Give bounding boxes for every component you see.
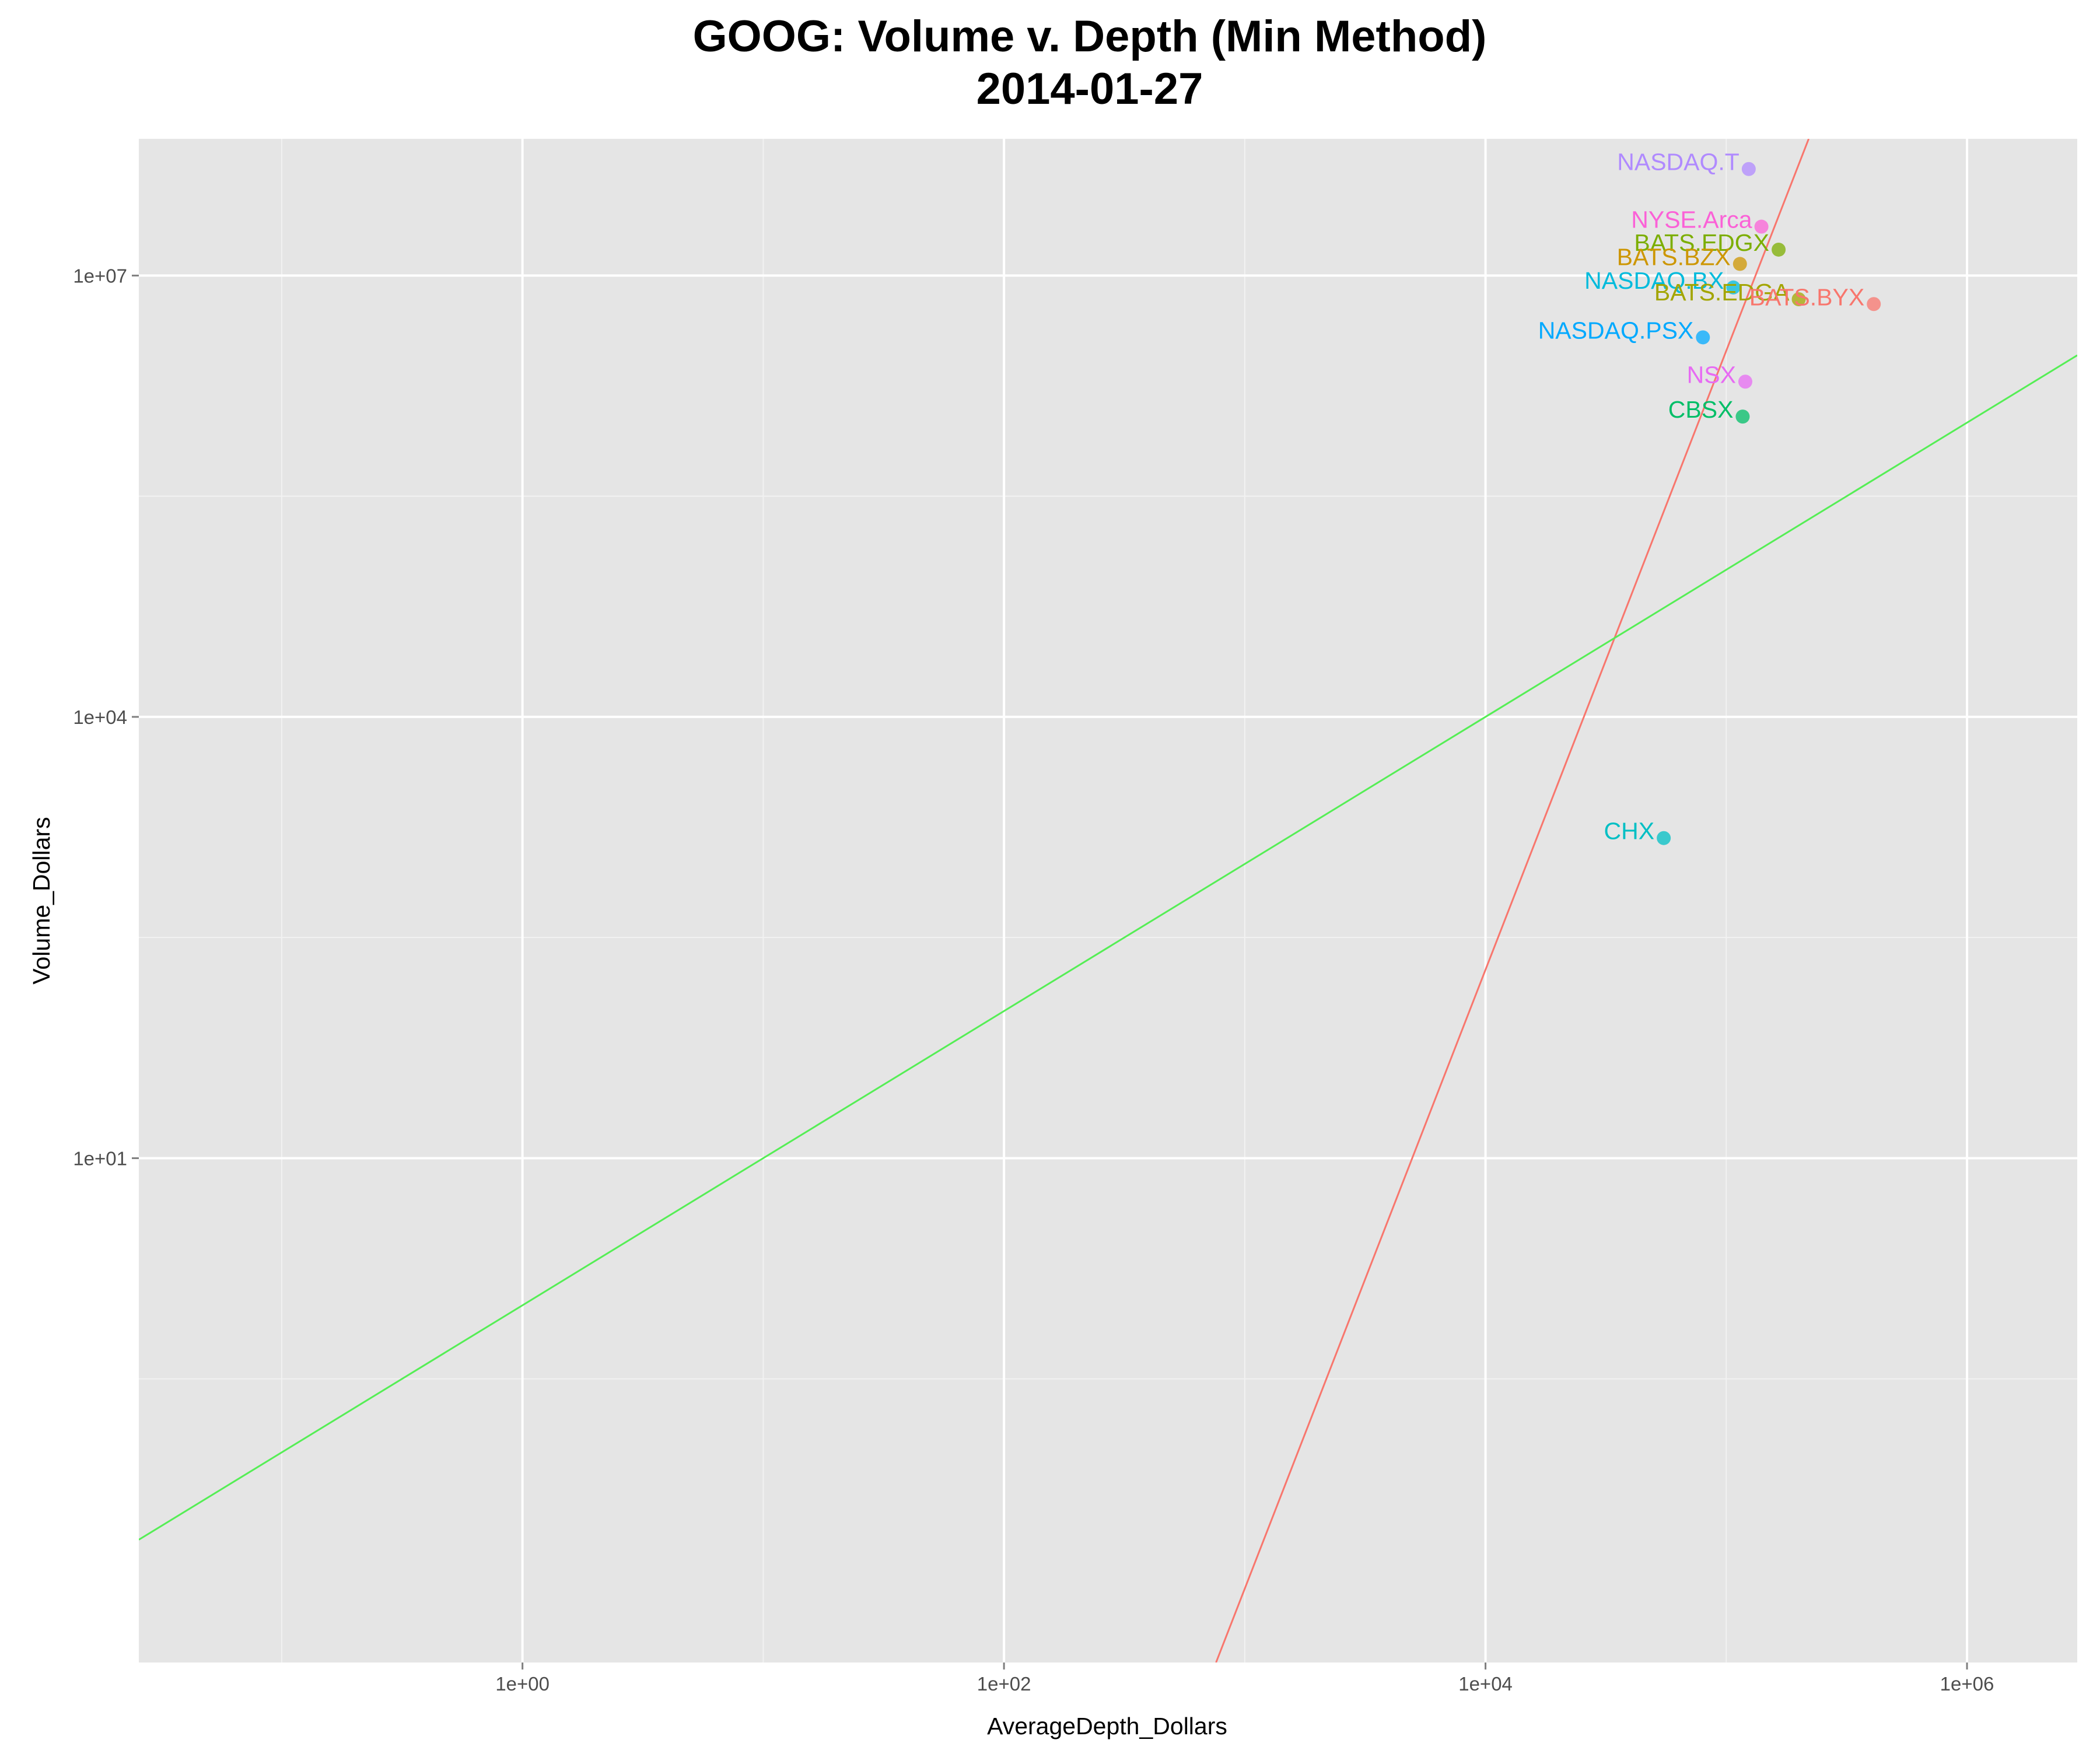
point-label: BATS.EDGA — [1654, 279, 1790, 306]
data-point — [1741, 162, 1756, 176]
point-labels: NASDAQ.TNYSE.ArcaBATS.EDGXBATS.BZXNASDAQ… — [1538, 149, 1865, 845]
x-tick-label: 1e+06 — [1940, 1673, 1994, 1695]
data-point — [1732, 257, 1747, 271]
point-label: BATS.BZX — [1617, 243, 1731, 270]
point-label: NASDAQ.PSX — [1538, 317, 1694, 344]
reference-lines — [139, 139, 2077, 1662]
data-points — [1657, 162, 1881, 845]
reference-line — [1215, 139, 1810, 1662]
x-tick-label: 1e+00 — [495, 1673, 550, 1695]
point-label: BATS.EDGX — [1634, 229, 1769, 256]
x-tick-label: 1e+02 — [977, 1673, 1031, 1695]
point-label: NASDAQ.BX — [1584, 267, 1724, 294]
y-axis-ticks: 1e+01 1e+04 1e+07 — [73, 265, 139, 1169]
reference-line — [139, 354, 2077, 1541]
data-point — [1791, 292, 1806, 307]
data-point — [1735, 410, 1750, 424]
plot-panel — [139, 139, 2077, 1662]
y-tick-label: 1e+04 — [73, 706, 127, 728]
grid-lines — [139, 139, 2077, 1662]
data-point — [1726, 280, 1741, 295]
data-point — [1867, 297, 1881, 312]
point-label: NSX — [1687, 361, 1736, 388]
point-label: NYSE.Arca — [1631, 206, 1752, 233]
y-axis-title: Volume_Dollars — [28, 817, 55, 984]
point-label: CBSX — [1668, 396, 1734, 423]
chart-title: GOOG: Volume v. Depth (Min Method) — [693, 12, 1487, 61]
x-tick-label: 1e+04 — [1458, 1673, 1513, 1695]
data-point — [1738, 374, 1752, 389]
x-axis-title: AverageDepth_Dollars — [987, 1713, 1227, 1740]
point-label: BATS.BYX — [1749, 284, 1864, 310]
data-point — [1657, 831, 1671, 845]
point-label: CHX — [1604, 818, 1655, 845]
x-axis-ticks: 1e+00 1e+02 1e+04 1e+06 — [495, 1662, 1994, 1695]
point-label: NASDAQ.T — [1617, 149, 1740, 176]
y-tick-label: 1e+07 — [73, 265, 127, 286]
data-point — [1696, 330, 1710, 345]
data-point — [1754, 219, 1769, 234]
y-tick-label: 1e+01 — [73, 1147, 127, 1169]
chart-subtitle: 2014-01-27 — [977, 64, 1203, 114]
data-point — [1772, 242, 1786, 257]
